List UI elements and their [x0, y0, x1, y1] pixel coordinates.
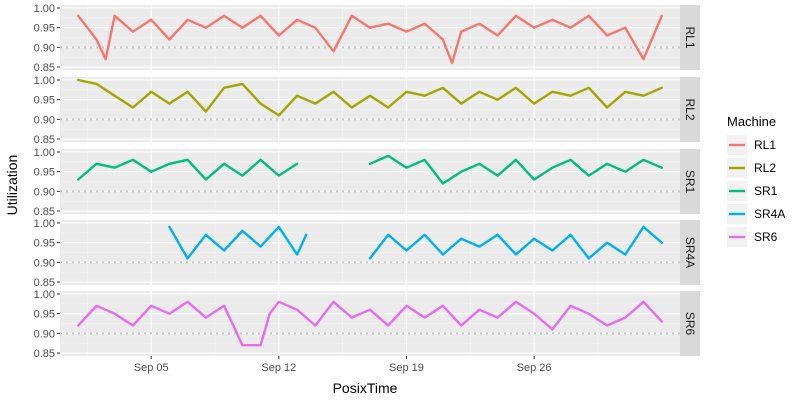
y-tick-label: 1.00 — [34, 3, 55, 15]
y-tick-label: 0.95 — [34, 238, 55, 250]
y-tick-label: 0.90 — [34, 114, 55, 126]
y-tick-label: 0.90 — [34, 328, 55, 340]
y-tick-label: 1.00 — [34, 75, 55, 87]
series-line-rl2 — [77, 78, 663, 117]
legend-label-sr6: SR6 — [754, 230, 778, 244]
y-tick-label: 0.95 — [34, 309, 55, 321]
facet-strip-label: RL1 — [683, 26, 697, 48]
y-tick-label: 0.95 — [34, 167, 55, 179]
y-tick-label: 0.85 — [34, 134, 55, 146]
legend-title: Machine — [727, 114, 776, 129]
series-line-rl1 — [77, 14, 663, 65]
y-axis-title: Utilization — [4, 155, 20, 216]
y-tick-label: 0.85 — [34, 206, 55, 218]
legend-label-rl1: RL1 — [754, 138, 776, 152]
y-tick-label: 0.95 — [34, 95, 55, 107]
x-tick-label: Sep 26 — [517, 362, 552, 374]
facet-strip-label: SR4A — [683, 237, 697, 268]
facet-panel-sr4a: 0.85 0.90 0.95 1.00 SR4A — [34, 218, 700, 289]
y-tick-label: 1.00 — [34, 289, 55, 301]
y-tick-label: 0.90 — [34, 257, 55, 269]
x-tick-label: Sep 05 — [134, 362, 169, 374]
facet-strip-label: RL2 — [683, 98, 697, 120]
legend-label-sr4a: SR4A — [754, 207, 785, 221]
y-tick-label: 1.00 — [34, 147, 55, 159]
x-tick-label: Sep 12 — [261, 362, 296, 374]
facet-strip-label: SR1 — [683, 170, 697, 194]
series-line-sr1 — [77, 154, 663, 185]
facet-strip-label: SR6 — [683, 312, 697, 336]
y-tick-label: 0.90 — [34, 186, 55, 198]
y-tick-label: 0.85 — [34, 277, 55, 289]
facet-panel-rl1: 0.85 0.90 0.95 1.00 RL1 — [34, 3, 700, 74]
series-line-sr4a — [168, 225, 663, 260]
facet-panel-sr1: 0.85 0.90 0.95 1.00 SR1 — [34, 147, 700, 218]
facet-strip — [680, 220, 700, 285]
facet-strip — [680, 149, 700, 214]
legend-label-rl2: RL2 — [754, 161, 776, 175]
facet-strip — [680, 5, 700, 70]
x-axis-title: PosixTime — [333, 380, 398, 396]
legend-label-sr1: SR1 — [754, 184, 778, 198]
y-tick-label: 0.90 — [34, 42, 55, 54]
y-tick-label: 0.85 — [34, 348, 55, 360]
x-tick-label: Sep 19 — [389, 362, 424, 374]
facet-strip — [680, 77, 700, 142]
facet-strip — [680, 291, 700, 356]
series-line-sr6 — [77, 300, 663, 347]
y-tick-label: 0.85 — [34, 62, 55, 74]
facet-panel-sr6: 0.85 0.90 0.95 1.00 SR6 — [34, 289, 700, 360]
y-tick-label: 1.00 — [34, 218, 55, 230]
y-tick-label: 0.95 — [34, 23, 55, 35]
facet-panel-rl2: 0.85 0.90 0.95 1.00 RL2 — [34, 75, 700, 146]
